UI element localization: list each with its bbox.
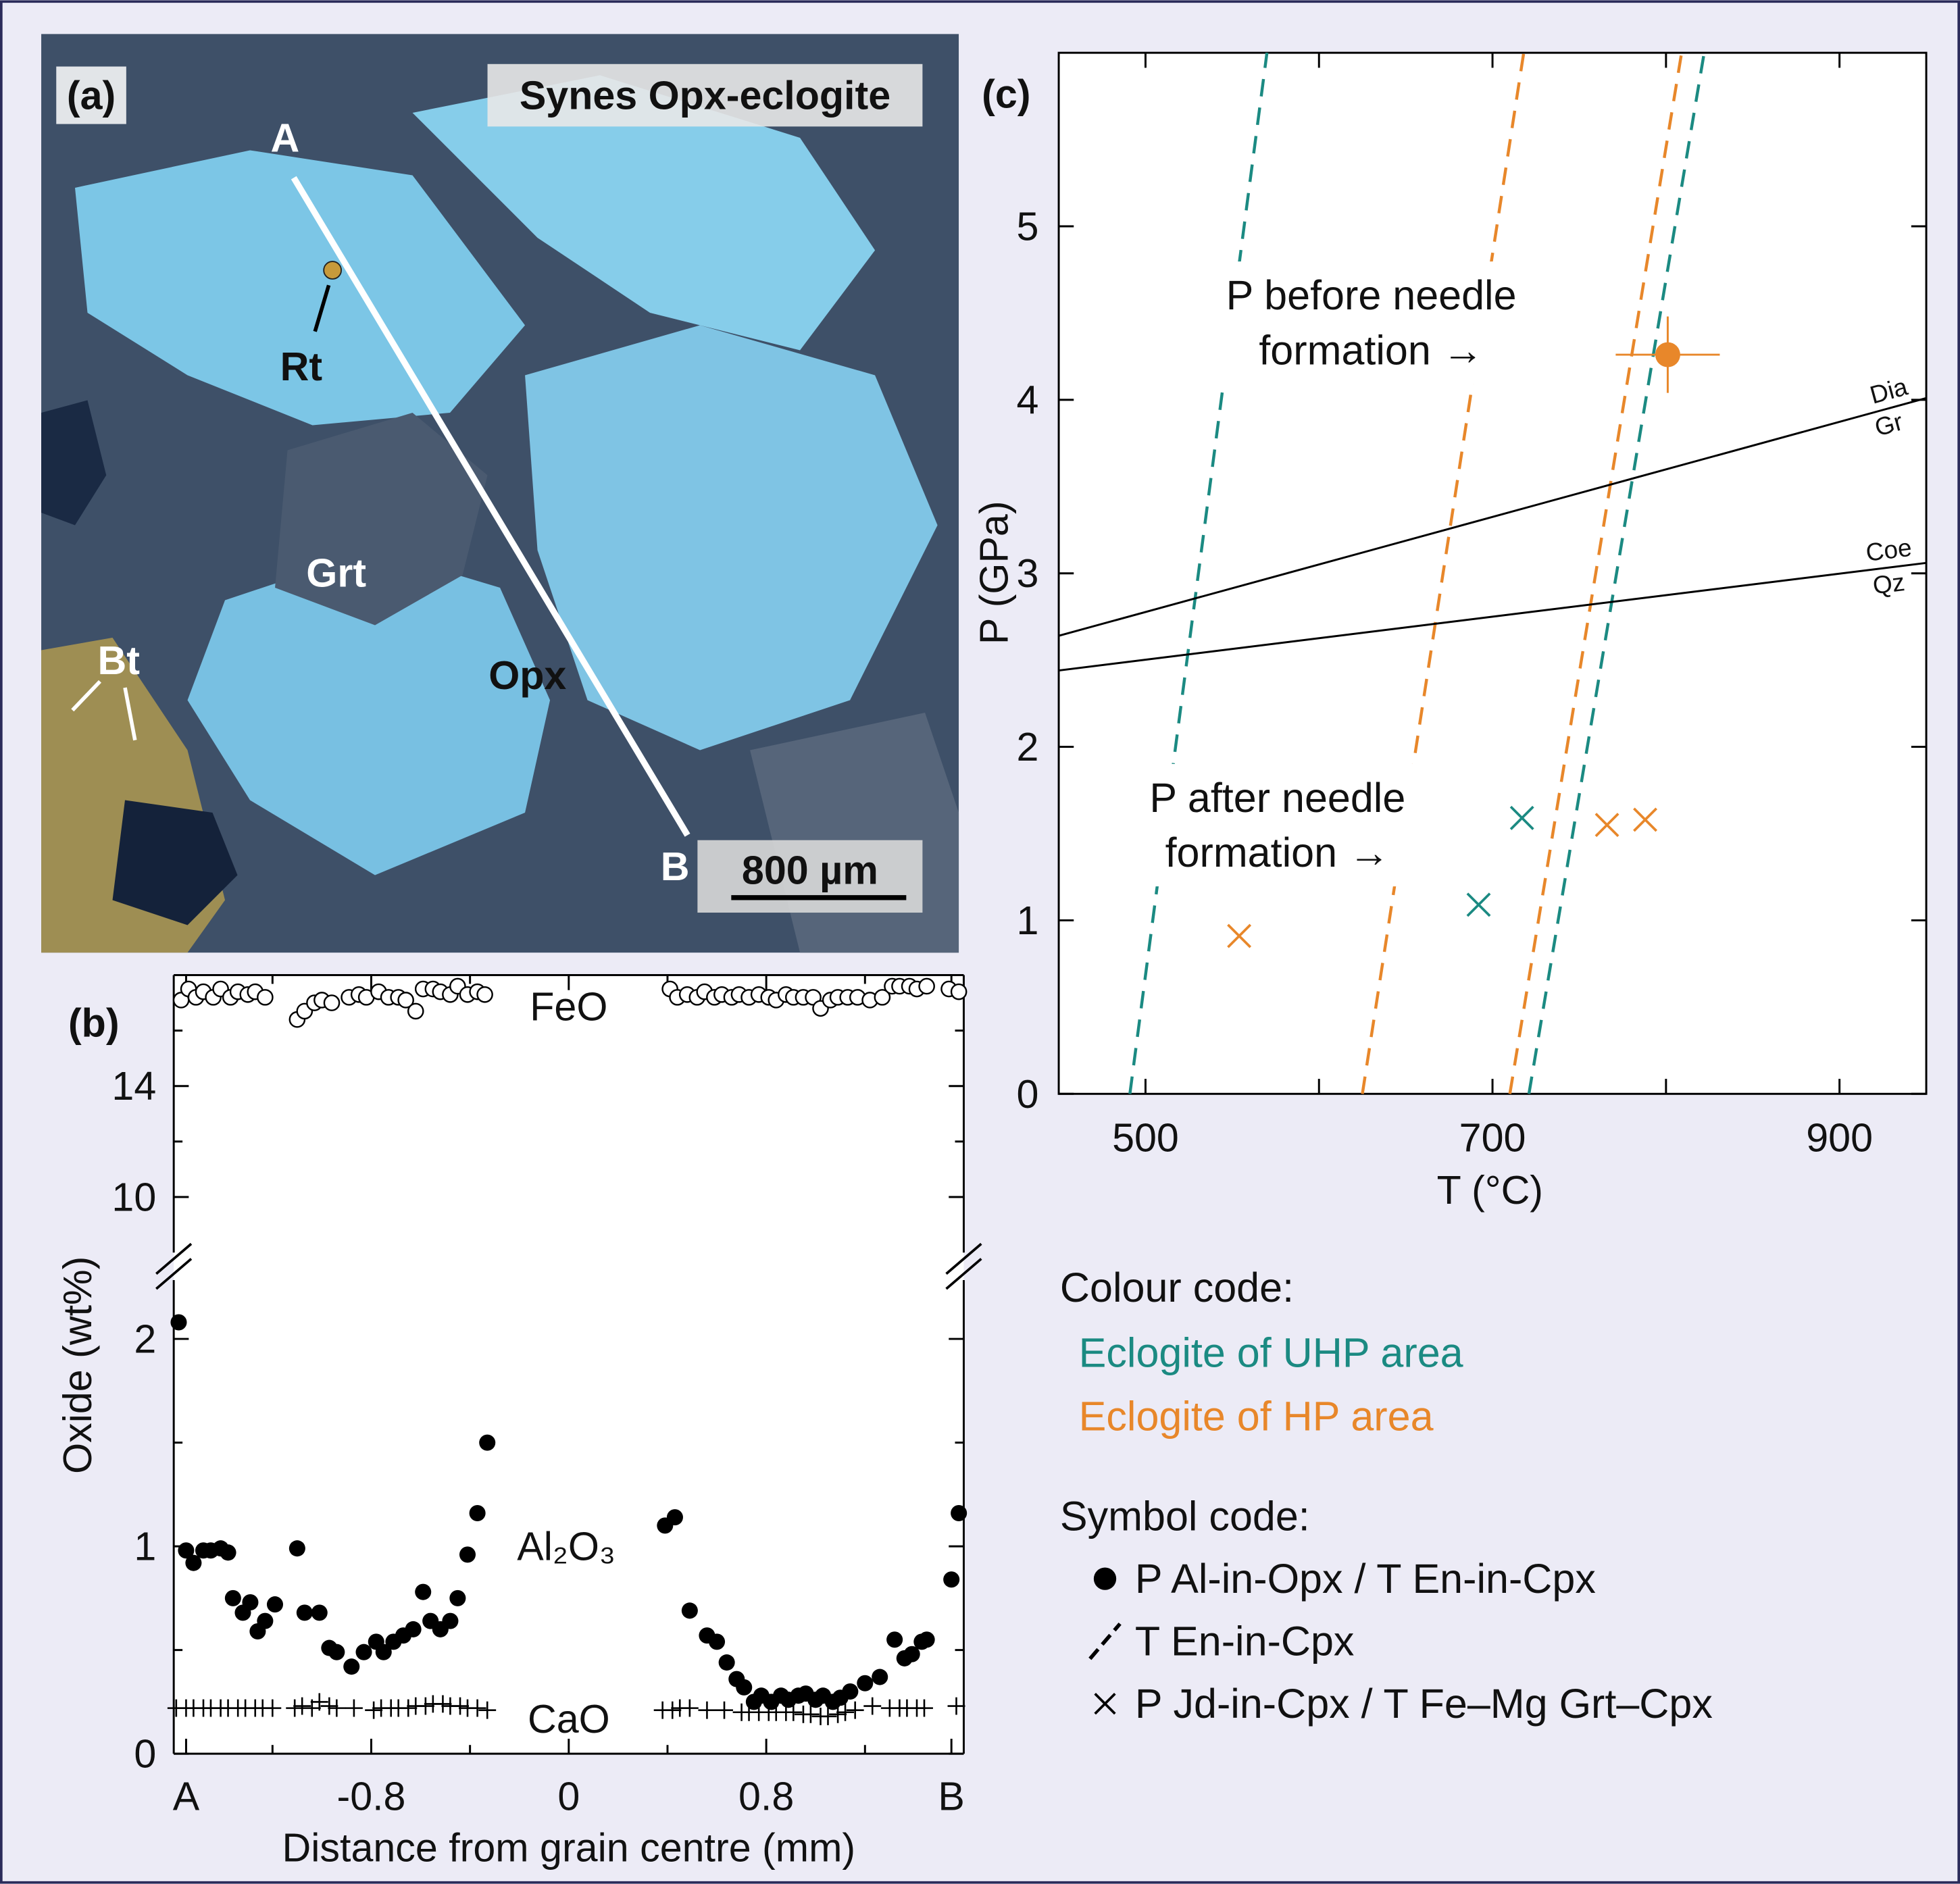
series-label: FeO bbox=[530, 984, 607, 1029]
rutile-grain bbox=[324, 261, 341, 279]
data-point bbox=[719, 1654, 735, 1671]
data-point bbox=[343, 1658, 359, 1675]
profile-end: A bbox=[270, 115, 299, 160]
data-point bbox=[267, 1596, 283, 1612]
y-tick-label: 1 bbox=[134, 1524, 156, 1569]
y-tick-label: 10 bbox=[111, 1174, 156, 1219]
figure: (a) Synes Opx-eclogite A B Rt Grt Bt Opx… bbox=[0, 0, 1960, 1884]
data-point bbox=[170, 1314, 186, 1330]
data-point bbox=[328, 1644, 345, 1660]
legend-title: Colour code: bbox=[1060, 1265, 1294, 1310]
legend-symbol bbox=[1094, 1567, 1116, 1589]
x-tick-label: 500 bbox=[1112, 1115, 1179, 1161]
data-point bbox=[470, 1505, 486, 1521]
data-point bbox=[257, 1613, 273, 1629]
data-point bbox=[951, 1505, 967, 1521]
data-point bbox=[449, 1590, 466, 1606]
panel-label: (c) bbox=[982, 72, 1030, 117]
legend-title: Symbol code: bbox=[1060, 1494, 1310, 1539]
reaction-label: Qz bbox=[1871, 568, 1907, 600]
data-point bbox=[324, 995, 339, 1010]
x-axis-label: T (°C) bbox=[1437, 1167, 1543, 1213]
plot-area bbox=[1059, 53, 1926, 1094]
data-point bbox=[408, 1004, 423, 1019]
mineral-label: Bt bbox=[98, 638, 140, 683]
panel-label: (b) bbox=[68, 1000, 120, 1045]
series-label: CaO bbox=[528, 1696, 610, 1741]
panel-label: (a) bbox=[67, 73, 116, 118]
annotation: P before needle bbox=[1226, 272, 1517, 318]
data-point bbox=[297, 1604, 313, 1621]
data-point bbox=[920, 979, 934, 994]
y-tick-label: 2 bbox=[134, 1317, 156, 1362]
data-point bbox=[667, 1509, 683, 1525]
legend-entry: T En-in-Cpx bbox=[1135, 1619, 1355, 1664]
data-point bbox=[242, 1594, 258, 1610]
plot-area bbox=[174, 975, 963, 1754]
data-point bbox=[872, 1669, 888, 1685]
data-point bbox=[479, 1435, 495, 1451]
profile-end: B bbox=[661, 844, 690, 889]
x-tick-label: 900 bbox=[1806, 1115, 1873, 1161]
data-point bbox=[886, 1631, 903, 1648]
annotation: formation → bbox=[1259, 327, 1483, 373]
annotation: P after needle bbox=[1149, 775, 1405, 821]
data-point bbox=[442, 1613, 458, 1629]
data-point bbox=[415, 1584, 431, 1600]
data-point bbox=[951, 984, 966, 999]
data-point bbox=[220, 1544, 236, 1560]
data-point bbox=[1655, 342, 1680, 367]
x-tick-label: -0.8 bbox=[336, 1774, 405, 1819]
x-tick-label: A bbox=[173, 1774, 200, 1819]
mineral-label: Opx bbox=[488, 653, 566, 698]
data-point bbox=[857, 1675, 873, 1691]
sample-title: Synes Opx-eclogite bbox=[520, 73, 890, 118]
reaction-label: Coe bbox=[1864, 534, 1913, 567]
mineral-label: Grt bbox=[306, 550, 366, 595]
mineral-label: Rt bbox=[280, 344, 322, 389]
data-point bbox=[943, 1571, 959, 1587]
legend-entry: Eclogite of HP area bbox=[1079, 1394, 1434, 1440]
x-tick-label: 0.8 bbox=[738, 1774, 794, 1819]
data-point bbox=[405, 1621, 422, 1637]
y-tick-label: 14 bbox=[111, 1063, 156, 1109]
data-point bbox=[289, 1540, 305, 1556]
data-point bbox=[919, 1631, 935, 1648]
x-tick-label: 700 bbox=[1459, 1115, 1526, 1161]
micrograph: (a) Synes Opx-eclogite A B Rt Grt Bt Opx… bbox=[41, 34, 959, 952]
data-point bbox=[709, 1633, 725, 1650]
annotation: formation → bbox=[1165, 830, 1390, 875]
series-label: Al₂O₃ bbox=[517, 1524, 615, 1569]
y-tick-label: 1 bbox=[1017, 898, 1039, 943]
x-tick-label: B bbox=[938, 1774, 964, 1819]
data-point bbox=[225, 1590, 241, 1606]
y-tick-label: 4 bbox=[1017, 377, 1039, 422]
y-tick-label: 0 bbox=[1017, 1071, 1039, 1117]
data-point bbox=[257, 990, 272, 1004]
y-tick-label: 0 bbox=[134, 1731, 156, 1777]
legend-entry: Eclogite of UHP area bbox=[1079, 1329, 1463, 1375]
data-point bbox=[311, 1604, 328, 1621]
x-tick-label: 0 bbox=[557, 1774, 580, 1819]
scale-bar-label: 800 µm bbox=[742, 848, 878, 893]
data-point bbox=[682, 1602, 698, 1619]
y-tick-label: 2 bbox=[1017, 724, 1039, 769]
y-axis-label: Oxide (wt%) bbox=[55, 1256, 100, 1474]
y-tick-label: 3 bbox=[1017, 551, 1039, 596]
data-point bbox=[842, 1683, 858, 1700]
y-tick-label: 5 bbox=[1017, 203, 1039, 249]
data-point bbox=[459, 1546, 476, 1562]
legend-entry: P Al-in-Opx / T En-in-Cpx bbox=[1135, 1556, 1596, 1602]
x-axis-label: Distance from grain centre (mm) bbox=[282, 1825, 856, 1870]
data-point bbox=[736, 1679, 752, 1696]
data-point bbox=[356, 1644, 372, 1660]
data-point bbox=[477, 987, 492, 1002]
y-axis-label: P (GPa) bbox=[971, 501, 1016, 644]
legend-entry: P Jd-in-Cpx / T Fe–Mg Grt–Cpx bbox=[1135, 1681, 1713, 1727]
